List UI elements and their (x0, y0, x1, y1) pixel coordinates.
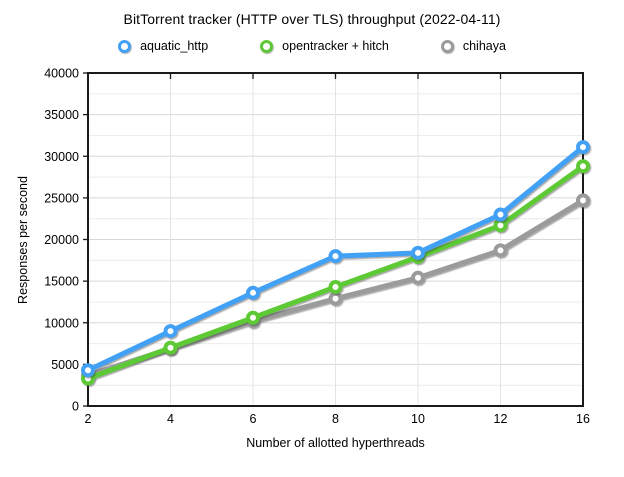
legend-ring-icon (440, 39, 454, 53)
series-aquatic_http (81, 140, 590, 378)
x-tick-label: 8 (332, 412, 339, 426)
data-point (246, 285, 260, 300)
data-point (328, 291, 343, 306)
y-tick-label: 15000 (44, 275, 79, 289)
x-tick-label: 6 (250, 412, 257, 426)
legend-item-chihaya: chihaya (440, 39, 506, 53)
data-point (163, 340, 178, 355)
legend-label: chihaya (462, 39, 506, 53)
y-tick-label: 5000 (51, 358, 79, 372)
data-point (493, 243, 508, 258)
data-point (246, 310, 260, 325)
data-point (493, 207, 508, 222)
x-tick-label: 10 (411, 412, 425, 426)
y-tick-label: 40000 (44, 67, 79, 81)
data-point (576, 140, 590, 155)
y-tick-label: 10000 (44, 316, 79, 330)
legend-label: opentracker + hitch (282, 39, 389, 53)
data-point (411, 270, 425, 285)
data-point (328, 249, 343, 264)
legend-ring-icon (118, 39, 132, 53)
y-tick-label: 20000 (44, 233, 79, 247)
legend-ring-icon (260, 39, 274, 53)
data-point (576, 159, 590, 174)
y-tick-label: 30000 (44, 150, 79, 164)
x-tick-label: 12 (494, 412, 508, 426)
y-tick-label: 35000 (44, 108, 79, 122)
y-tick-label: 25000 (44, 191, 79, 205)
legend-item-opentracker-hitch: opentracker + hitch (260, 39, 389, 53)
x-tick-label: 4 (167, 412, 174, 426)
x-axis-title: Number of allotted hyperthreads (246, 436, 425, 450)
x-tick-label: 16 (576, 412, 590, 426)
data-point (328, 279, 343, 294)
x-tick-label: 2 (85, 412, 92, 426)
data-point (81, 363, 95, 378)
legend-item-aquatic_http: aquatic_http (118, 39, 208, 53)
y-tick-label: 0 (72, 400, 79, 414)
chart-title: BitTorrent tracker (HTTP over TLS) throu… (123, 11, 501, 27)
data-point (493, 218, 508, 233)
legend-label: aquatic_http (140, 39, 209, 53)
chart-legend: aquatic_http opentracker + hitch chihaya (0, 39, 624, 53)
data-point (163, 324, 178, 339)
data-point (576, 193, 590, 208)
data-point (411, 245, 425, 260)
